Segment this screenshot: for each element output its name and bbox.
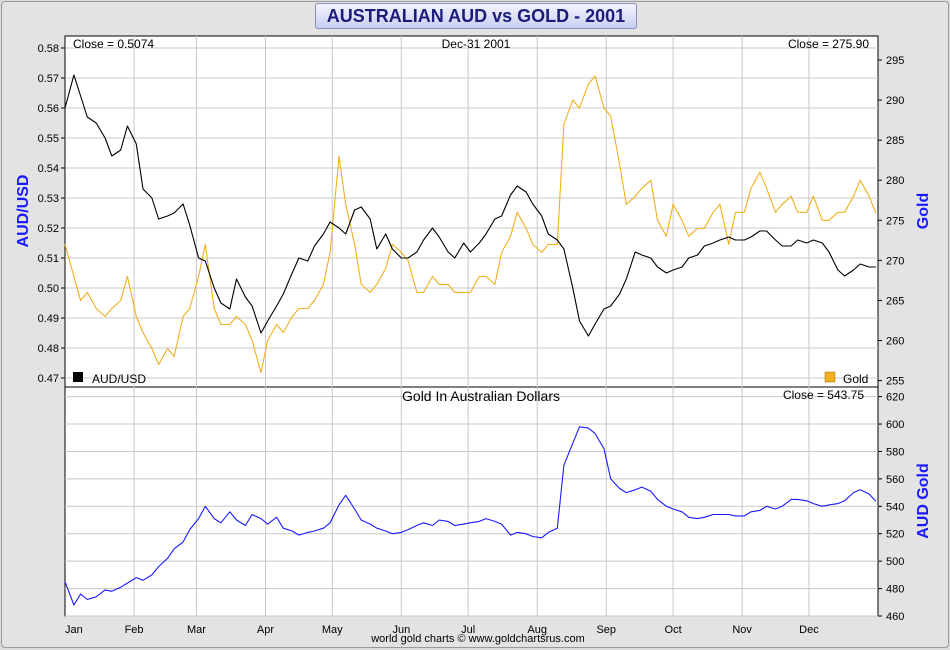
top-grid <box>65 36 878 387</box>
x-tick-label: Feb <box>125 624 144 636</box>
x-tick-label: Jun <box>392 624 410 636</box>
x-tick-label: Mar <box>187 624 206 636</box>
y-right-tick-label: 285 <box>886 135 904 147</box>
y-left-tick-label: 0.55 <box>38 133 59 145</box>
gold-legend-swatch <box>824 371 836 383</box>
y-right-tick-label: 260 <box>886 336 904 348</box>
bottom-grid <box>65 387 878 617</box>
aud-gold-tick-label: 560 <box>886 474 904 486</box>
x-tick-label: Aug <box>527 624 547 636</box>
y-left-tick-label: 0.48 <box>38 343 59 355</box>
top-center-date: Dec-31 2001 <box>442 37 511 51</box>
aud-gold-tick-label: 520 <box>886 529 904 541</box>
footer-credit: world gold charts © www.goldchartsrus.co… <box>370 633 585 645</box>
y-right-tick-label: 265 <box>886 295 904 307</box>
aud-gold-tick-label: 500 <box>886 556 904 568</box>
axis-ticks: Jan Feb Mar Apr May Jun Jul Aug Sep Oct Nov Dec 0.47… <box>38 43 905 636</box>
y-left-tick-label: 0.53 <box>38 193 59 205</box>
x-tick-label: Sep <box>596 624 616 636</box>
aud-gold-tick-label: 480 <box>886 584 904 596</box>
x-tick-label: Dec <box>799 624 819 636</box>
aud-gold-tick-label: 540 <box>886 501 904 513</box>
aud-gold-tick-label: 580 <box>886 446 904 458</box>
bottom-right-close: Close = 543.75 <box>783 388 864 402</box>
aud-gold-line <box>64 426 877 606</box>
x-tick-label: May <box>322 624 343 636</box>
y-left-tick-label: 0.50 <box>38 283 59 295</box>
aud-gold-tick-label: 600 <box>886 419 904 431</box>
series-lines <box>64 74 877 606</box>
bottom-plot-area <box>64 386 879 617</box>
top-plot-area <box>64 35 879 388</box>
y-left-tick-label: 0.56 <box>38 103 59 115</box>
x-tick-label: Oct <box>665 624 682 636</box>
aud-legend-label: AUD/USD <box>92 372 146 386</box>
y-right-tick-label: 275 <box>886 215 904 227</box>
x-tick-label: Jan <box>65 624 83 636</box>
x-tick-label: Apr <box>257 624 274 636</box>
aud-gold-tick-label: 460 <box>886 611 904 623</box>
gold-axis-title: Gold <box>915 193 932 229</box>
y-right-tick-label: 295 <box>886 55 904 67</box>
y-left-tick-label: 0.52 <box>38 223 59 235</box>
y-right-tick-label: 270 <box>886 255 904 267</box>
y-right-tick-label: 255 <box>886 376 904 388</box>
x-tick-label: Nov <box>732 624 752 636</box>
bottom-title: Gold In Australian Dollars <box>402 388 560 404</box>
aud-gold-axis-title: AUD Gold <box>915 463 932 539</box>
chart-title: AUSTRALIAN AUD vs GOLD - 2001 <box>315 3 637 29</box>
aud-legend-swatch <box>73 372 83 382</box>
y-right-tick-label: 290 <box>886 95 904 107</box>
y-left-tick-label: 0.58 <box>38 43 59 55</box>
aud-usd-axis-title: AUD/USD <box>15 175 32 248</box>
x-tick-label: Jul <box>461 624 475 636</box>
aud-gold-tick-label: 620 <box>886 392 904 404</box>
y-left-tick-label: 0.57 <box>38 73 59 85</box>
gold-line <box>64 75 877 374</box>
y-left-tick-label: 0.51 <box>38 253 59 265</box>
y-left-tick-label: 0.54 <box>38 163 59 175</box>
y-left-tick-label: 0.49 <box>38 313 59 325</box>
y-left-tick-label: 0.47 <box>38 373 59 385</box>
gold-legend-label: Gold <box>843 372 868 386</box>
top-left-close: Close = 0.5074 <box>73 37 154 51</box>
top-right-close: Close = 275.90 <box>788 37 869 51</box>
y-right-tick-label: 280 <box>886 175 904 187</box>
aud-usd-line <box>64 74 876 337</box>
